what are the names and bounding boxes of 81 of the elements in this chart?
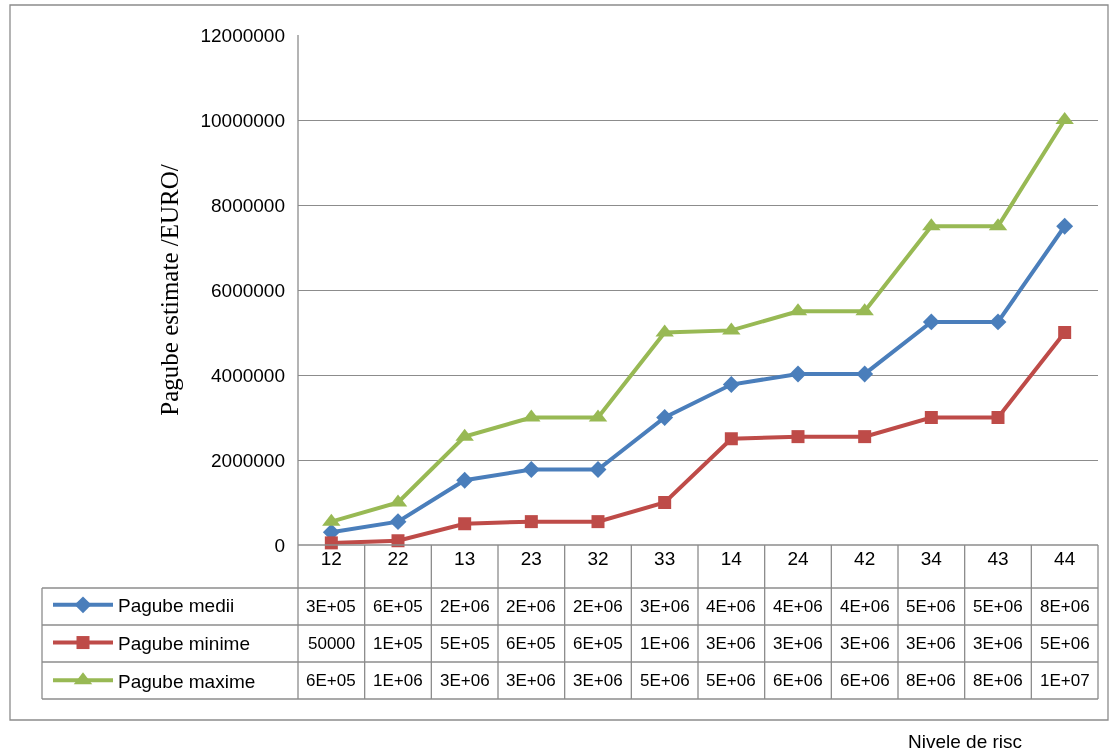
- x-tick-label: 12: [320, 548, 342, 569]
- x-tick-label: 44: [1054, 548, 1076, 569]
- point: [456, 471, 474, 489]
- data-label: 3E+06: [973, 634, 1023, 653]
- point: [722, 376, 740, 394]
- text: Nivele de risc: [908, 731, 1023, 752]
- x-tick-label: 13: [454, 548, 476, 569]
- x-tick-label: 33: [654, 548, 676, 569]
- point: [724, 432, 738, 446]
- data-label: 1E+05: [373, 634, 423, 653]
- x-tick-label: 43: [987, 548, 1009, 569]
- x-tick-label: 32: [587, 548, 609, 569]
- data-label: 1E+07: [1040, 671, 1090, 690]
- data-label: 2E+06: [573, 597, 623, 616]
- data-label: 3E+06: [440, 671, 490, 690]
- y-axis-title: Pagube estimate /EURO/: [156, 164, 184, 416]
- point: [991, 411, 1005, 424]
- data-label: 6E+06: [773, 671, 823, 690]
- data-label: 6E+05: [306, 671, 356, 690]
- point: [858, 430, 872, 444]
- point: [1058, 326, 1072, 339]
- point: [856, 365, 874, 383]
- data-label: 5E+06: [1040, 634, 1090, 653]
- x-tick-label: 24: [787, 548, 809, 569]
- data-label: 3E+06: [906, 634, 956, 653]
- point: [522, 461, 540, 479]
- data-label: 6E+05: [506, 634, 556, 653]
- data-label: 8E+06: [1040, 597, 1090, 616]
- data-label: 3E+06: [506, 671, 556, 690]
- data-label: 5E+05: [440, 634, 490, 653]
- data-label: 4E+06: [706, 597, 756, 616]
- data-label: 3E+06: [573, 671, 623, 690]
- data-label: 6E+05: [573, 634, 623, 653]
- y-tick-label: 10000000: [200, 109, 285, 131]
- data-label: 4E+06: [840, 597, 890, 616]
- point: [922, 313, 940, 331]
- point: [589, 461, 607, 479]
- data-label: 8E+06: [906, 671, 956, 690]
- point: [1056, 217, 1074, 235]
- data-label: 8E+06: [973, 671, 1023, 690]
- data-label: 1E+06: [373, 671, 423, 690]
- y-tick-label: 2000000: [211, 449, 285, 471]
- data-label: 6E+06: [840, 671, 890, 690]
- point: [989, 313, 1007, 331]
- x-tick-label: 22: [387, 548, 409, 569]
- y-tick-label: 12000000: [200, 24, 285, 46]
- legend-label: Pagube minime: [118, 632, 251, 654]
- point: [791, 430, 805, 444]
- data-label: 3E+06: [773, 634, 823, 653]
- point: [789, 365, 807, 383]
- x-tick-label: 14: [720, 548, 743, 569]
- legend-label: Pagube maxime: [118, 670, 256, 692]
- point: [591, 515, 605, 529]
- data-label: 5E+06: [640, 671, 690, 690]
- data-label: 50000: [308, 634, 356, 653]
- x-tick-label: 23: [520, 548, 542, 569]
- legend-label: Pagube medii: [118, 595, 235, 617]
- y-tick-label: 8000000: [211, 194, 285, 216]
- point: [658, 496, 672, 509]
- data-label: 3E+06: [706, 634, 756, 653]
- y-tick-label: 0: [274, 534, 285, 556]
- data-label: 3E+06: [640, 597, 690, 616]
- data-label: 3E+06: [840, 634, 890, 653]
- data-label: 1E+06: [640, 634, 690, 653]
- data-label: 4E+06: [773, 597, 823, 616]
- point: [458, 517, 472, 531]
- data-label: 5E+06: [906, 597, 956, 616]
- data-label: 2E+06: [440, 597, 490, 616]
- data-label: 5E+06: [706, 671, 756, 690]
- x-tick-label: 34: [920, 548, 943, 569]
- x-tick-label: 42: [854, 548, 876, 569]
- y-tick-label: 6000000: [211, 279, 285, 301]
- data-label: 6E+05: [373, 597, 423, 616]
- point: [656, 409, 674, 426]
- y-tick-label: 4000000: [211, 364, 285, 386]
- data-label: 2E+06: [506, 597, 556, 616]
- point: [389, 513, 407, 531]
- point: [924, 411, 938, 424]
- data-label: 3E+05: [306, 597, 356, 616]
- point: [524, 515, 538, 529]
- data-label: 5E+06: [973, 597, 1023, 616]
